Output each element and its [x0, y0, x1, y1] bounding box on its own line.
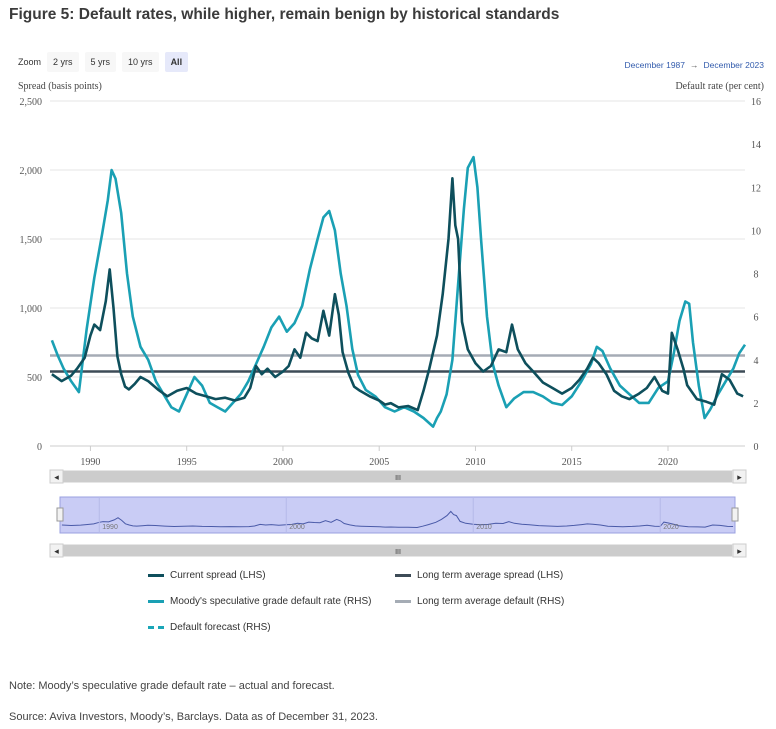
legend-swatch-current-spread — [148, 574, 164, 577]
current-spread-line — [51, 177, 744, 412]
legend-label-default-rate: Moody's speculative grade default rate (… — [170, 596, 372, 607]
main-scrollbar-left-button[interactable] — [49, 469, 64, 484]
legend-label-current-spread: Current spread (LHS) — [170, 570, 266, 581]
navigator-left-handle[interactable] — [56, 507, 64, 522]
y-left-tick-label: 1,500 — [20, 235, 43, 246]
y-right-tick-label: 16 — [751, 97, 761, 108]
legend-label-long-term-average-default: Long term average default (RHS) — [417, 596, 565, 607]
default-rate-line — [50, 155, 747, 428]
x-tick-label: 1995 — [177, 457, 197, 468]
legend-swatch-long-term-average-default — [395, 600, 411, 603]
legend-label-long-term-average-spread: Long term average spread (LHS) — [417, 570, 564, 581]
y-right-tick-label: 10 — [751, 226, 761, 237]
y-left-tick-label: 1,000 — [20, 304, 43, 315]
date-range: December 1987 → December 2023 — [625, 60, 764, 70]
range-to[interactable]: December 2023 — [703, 60, 764, 70]
zoom-5yrs-button[interactable]: 5 yrs — [84, 52, 117, 72]
main-scrollbar-grip-icon[interactable]: III — [395, 475, 401, 482]
y-right-tick-label: 6 — [754, 313, 759, 324]
zoom-label: Zoom — [18, 57, 42, 67]
navigator-scrollbar-right-arrow-icon: ▸ — [737, 546, 742, 556]
y-right-tick-label: 14 — [751, 140, 761, 151]
navigator-scrollbar-left-arrow-icon: ◂ — [54, 546, 59, 556]
zoom-all-button[interactable]: All — [164, 52, 189, 72]
main-scrollbar-left-arrow-icon: ◂ — [54, 472, 59, 482]
left-axis-title: Spread (basis points) — [18, 81, 102, 92]
legend-item-current-spread[interactable]: Current spread (LHS) — [148, 570, 266, 581]
navigator-scrollbar-grip-icon[interactable]: III — [395, 549, 401, 556]
navigator-tick-label: 2000 — [289, 524, 305, 531]
y-right-tick-label: 8 — [754, 270, 759, 281]
navigator-series-line — [61, 510, 734, 529]
y-right-tick-label: 0 — [754, 442, 759, 453]
navigator-tick-label: 1990 — [102, 524, 118, 531]
x-tick-label: 1990 — [80, 457, 100, 468]
y-right-tick-label: 4 — [754, 356, 759, 367]
main-scrollbar-right-button[interactable] — [732, 469, 747, 484]
legend-swatch-default-forecast — [148, 626, 164, 629]
legend-swatch-long-term-average-spread — [395, 574, 411, 577]
chart-title: Figure 5: Default rates, while higher, r… — [9, 6, 560, 23]
zoom-bar: Zoom 2 yrs 5 yrs 10 yrs All — [18, 52, 194, 72]
legend-item-default-forecast[interactable]: Default forecast (RHS) — [148, 622, 271, 633]
navigator-scrollbar-left-button[interactable] — [49, 543, 64, 558]
y-left-tick-label: 2,000 — [20, 166, 43, 177]
navigator-right-handle[interactable] — [731, 507, 739, 522]
main-scrollbar-thumb[interactable] — [63, 471, 732, 482]
navigator-scrollbar-right-button[interactable] — [732, 543, 747, 558]
navigator-tick-label: 2010 — [476, 524, 492, 531]
navigator-tick-label: 2020 — [663, 524, 679, 531]
y-left-tick-label: 2,500 — [20, 97, 43, 108]
range-from[interactable]: December 1987 — [624, 60, 686, 70]
x-tick-label: 2015 — [562, 457, 582, 468]
chart-canvas: 0 500 1,000 1,500 2,000 2,500 0 2 4 6 8 10 12 14 16 199… — [20, 97, 761, 558]
zoom-2yrs-button[interactable]: 2 yrs — [47, 52, 79, 72]
x-tick-label: 2020 — [658, 457, 678, 468]
zoom-10yrs-button[interactable]: 10 yrs — [122, 52, 159, 72]
footnote: Note: Moody’s speculative grade default … — [9, 680, 335, 692]
right-axis-title: Default rate (per cent) — [675, 81, 764, 92]
y-left-tick-label: 0 — [37, 442, 42, 453]
legend-label-default-forecast: Default forecast (RHS) — [170, 622, 271, 633]
range-arrow-icon: → — [690, 60, 699, 70]
x-tick-label: 2005 — [369, 457, 389, 468]
source-note: Source: Aviva Investors, Moody’s, Barcla… — [9, 711, 378, 723]
main-scrollbar-right-arrow-icon: ▸ — [737, 472, 742, 482]
y-right-tick-label: 12 — [751, 183, 761, 194]
y-right-tick-label: 2 — [754, 399, 759, 410]
legend-swatch-default-rate — [148, 600, 164, 603]
legend-item-long-term-average-spread[interactable]: Long term average spread (LHS) — [395, 570, 563, 581]
navigator-scrollbar-thumb[interactable] — [63, 545, 732, 556]
x-tick-label: 2010 — [465, 457, 485, 468]
legend-item-default-rate[interactable]: Moody's speculative grade default rate (… — [148, 596, 371, 607]
y-left-tick-label: 500 — [27, 373, 42, 384]
legend-item-long-term-average-default[interactable]: Long term average default (RHS) — [395, 596, 564, 607]
x-tick-label: 2000 — [273, 457, 293, 468]
